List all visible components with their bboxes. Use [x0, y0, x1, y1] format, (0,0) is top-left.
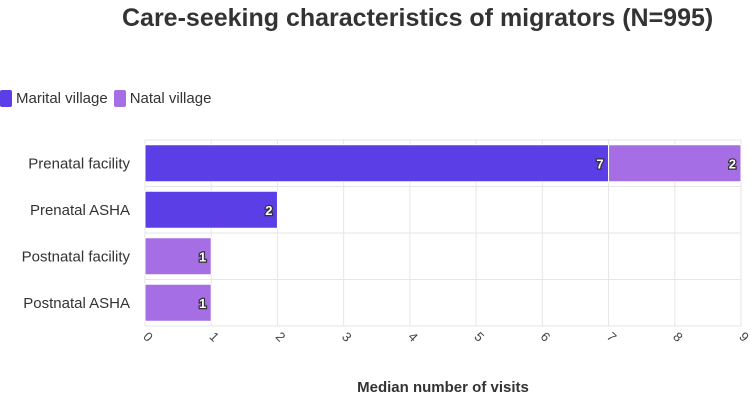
- bar-segment: [144, 283, 212, 322]
- category-label: Postnatal ASHA: [23, 295, 130, 312]
- x-tick-label: 2: [273, 329, 289, 345]
- x-axis-title: Median number of visits: [357, 379, 529, 396]
- x-tick-label: 4: [405, 329, 421, 345]
- category-label: Prenatal facility: [28, 155, 130, 172]
- bars: [144, 144, 742, 322]
- category-label: Prenatal ASHA: [30, 202, 130, 219]
- bar-segment: [608, 144, 742, 183]
- legend-swatch-marital-village: [0, 89, 12, 107]
- legend-label-marital-village: Marital village: [16, 89, 108, 107]
- chart-title: Care-seeking characteristics of migrator…: [122, 4, 714, 32]
- x-tick-label: 6: [538, 329, 554, 345]
- legend-label-natal-village: Natal village: [129, 89, 212, 107]
- data-label: 1: [199, 249, 206, 264]
- bar-segment: [144, 237, 212, 276]
- data-label: 1: [199, 296, 206, 311]
- data-label: 7: [596, 156, 603, 171]
- x-tick-label: 7: [604, 329, 620, 345]
- data-label: 2: [265, 203, 272, 218]
- x-tick-label: 5: [471, 329, 487, 345]
- legend-item-marital-village[interactable]: Marital village: [0, 89, 108, 107]
- category-label: Postnatal facility: [22, 248, 131, 265]
- x-tick-label: 9: [736, 329, 750, 345]
- x-tick-label: 3: [339, 329, 355, 345]
- legend: Marital village Natal village: [0, 88, 217, 108]
- labels: 0 1 2 3 4 5 6 7 8 9 Prenatal facility 7 2 Prenatal AS…: [22, 155, 750, 345]
- bar-segment: [144, 144, 610, 183]
- bar-segment: [144, 190, 278, 229]
- x-tick-label: 1: [207, 329, 223, 345]
- x-tick-label: 8: [670, 329, 686, 345]
- data-label: 2: [729, 156, 736, 171]
- legend-swatch-natal-village: [113, 89, 126, 107]
- legend-item-natal-village[interactable]: Natal village: [113, 89, 212, 107]
- x-tick-label: 0: [140, 329, 156, 345]
